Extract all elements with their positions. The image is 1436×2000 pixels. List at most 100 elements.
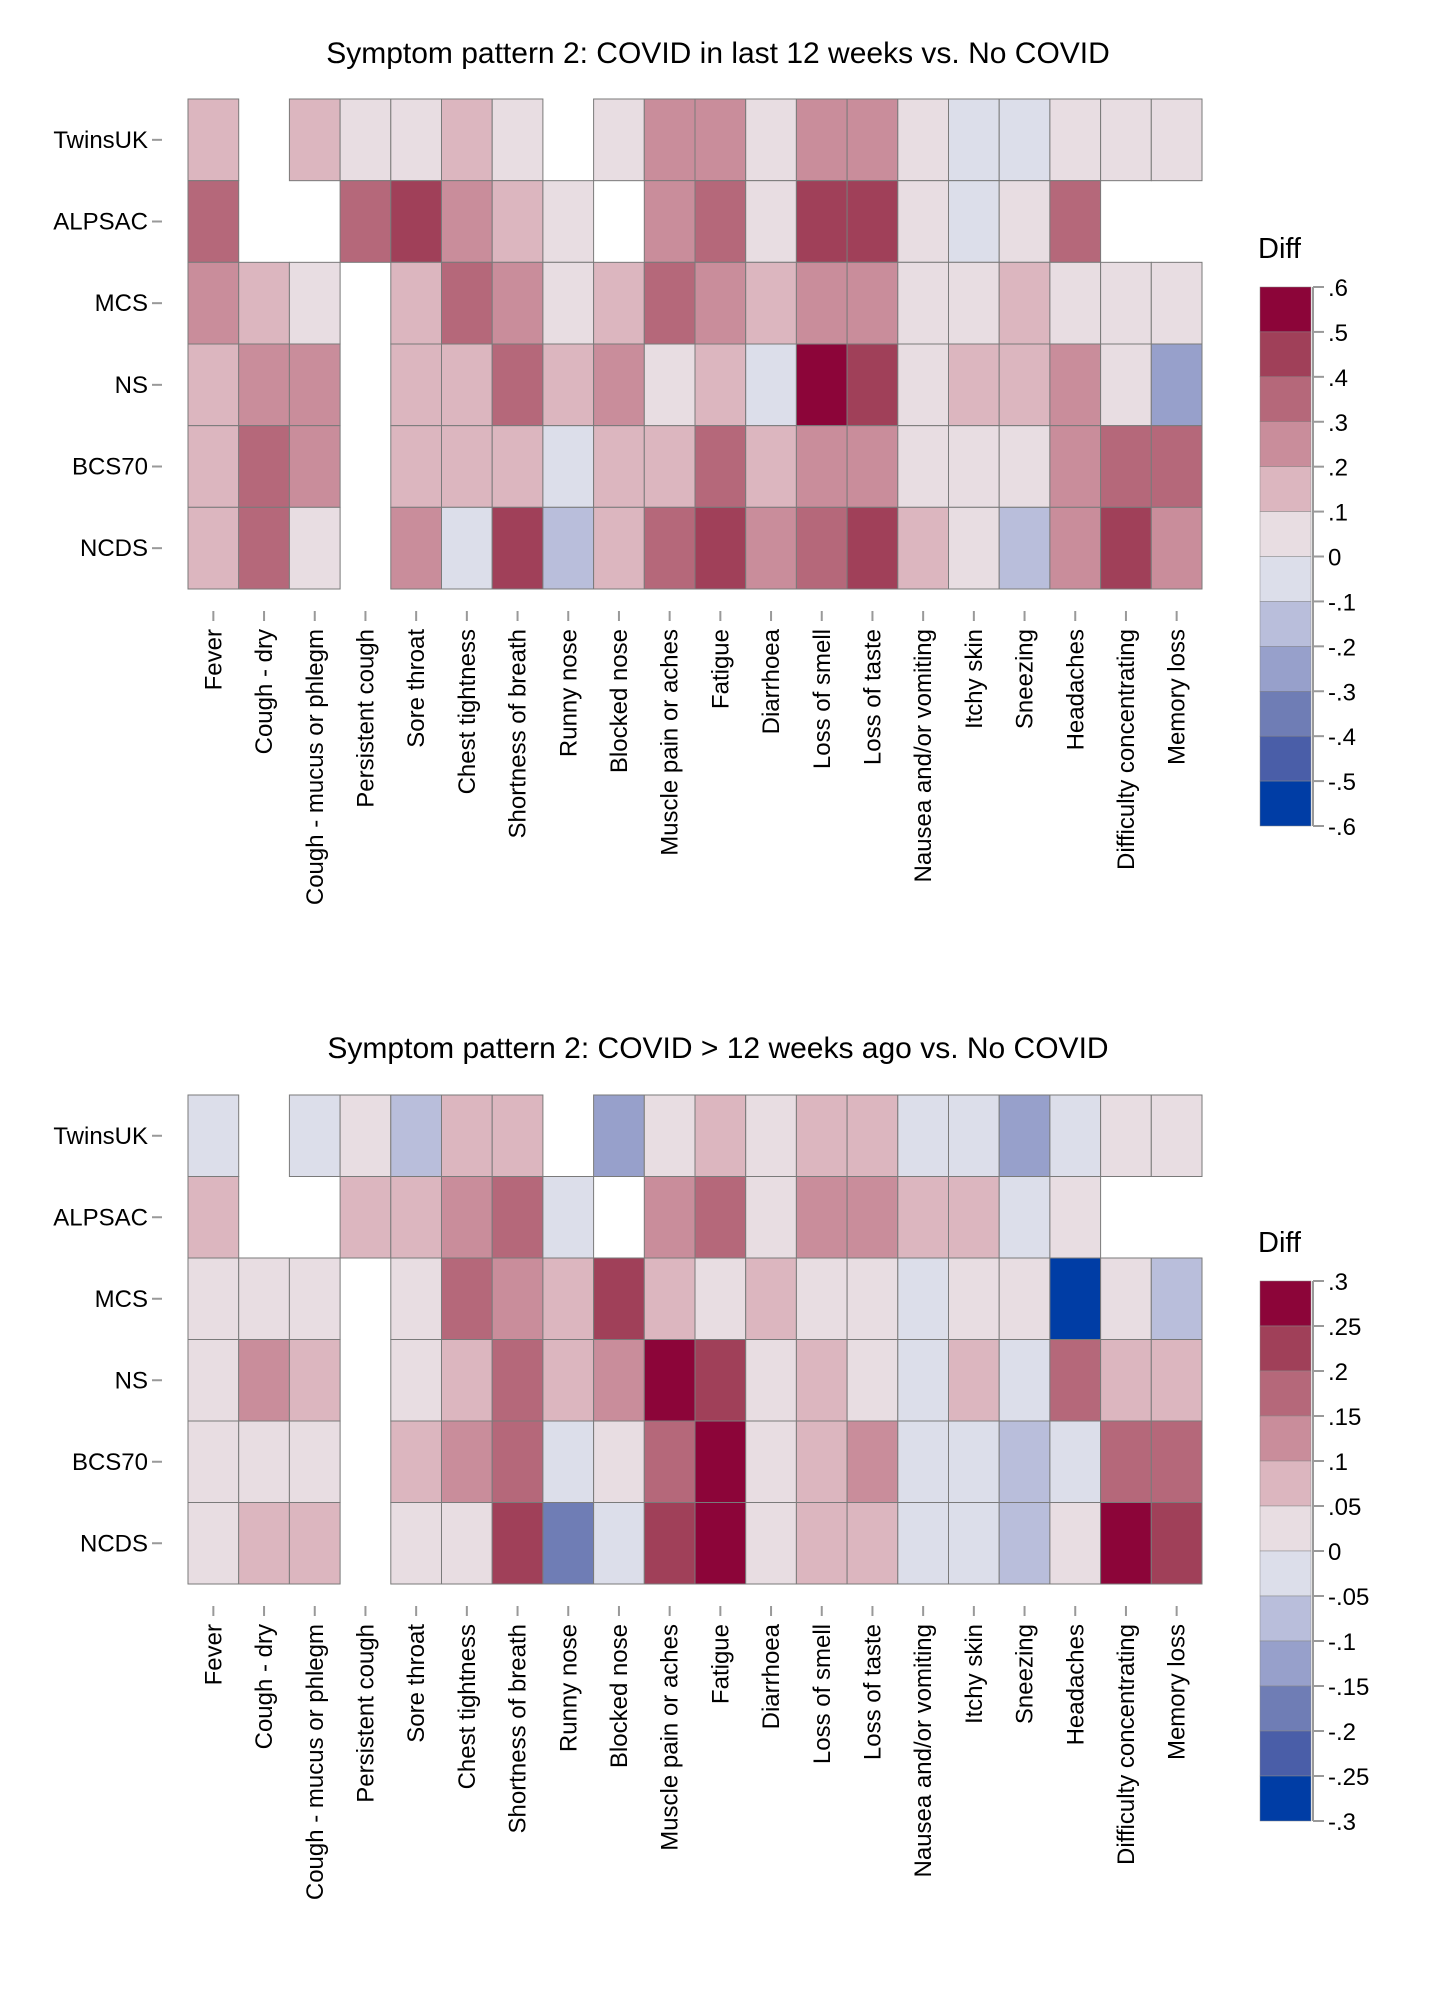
column-label: Cough - dry xyxy=(251,1624,278,1749)
heatmap-cell xyxy=(542,1420,595,1503)
heatmap-cell xyxy=(846,425,899,508)
heatmap-cell xyxy=(1049,1502,1102,1585)
legend-swatch xyxy=(1259,1550,1312,1597)
heatmap-cell xyxy=(593,98,645,182)
column-label: Chest tightness xyxy=(454,629,481,794)
heatmap-cell xyxy=(998,506,1051,590)
column-label: Memory loss xyxy=(1164,1624,1191,1760)
heatmap-cell xyxy=(1049,343,1102,427)
legend-tick-label: .05 xyxy=(1328,1494,1361,1521)
heatmap-cell xyxy=(542,180,595,263)
heatmap-cell xyxy=(745,425,797,508)
row-label: BCS70 xyxy=(72,454,148,481)
heatmap-cell xyxy=(390,506,442,590)
legend-swatch xyxy=(1259,466,1312,512)
heatmap-cell xyxy=(390,343,442,427)
legend-tick-label: -.3 xyxy=(1328,679,1356,706)
heatmap-cell xyxy=(491,506,544,590)
heatmap-cell xyxy=(187,1420,240,1503)
heatmap-cell xyxy=(441,506,493,590)
heatmap-cell xyxy=(1049,425,1102,508)
heatmap-cell xyxy=(1150,98,1203,182)
heatmap-cell xyxy=(897,1094,949,1177)
heatmap-cell xyxy=(390,1176,442,1259)
heatmap-cell xyxy=(846,1339,899,1422)
heatmap-cell xyxy=(390,1257,442,1340)
legend-tick-label: -.1 xyxy=(1328,1629,1356,1656)
heatmap-cell xyxy=(643,1339,696,1422)
legend-tick-label: 0 xyxy=(1328,1539,1341,1566)
column-label: Fever xyxy=(200,1624,227,1685)
heatmap-cell xyxy=(846,261,899,345)
column-label: Sneezing xyxy=(1012,629,1039,729)
legend-tick-label: -.3 xyxy=(1328,1809,1356,1836)
heatmap-cell xyxy=(1049,180,1102,263)
heatmap-cell xyxy=(897,180,949,263)
heatmap-cell xyxy=(948,1257,1000,1340)
heatmap-cell xyxy=(1150,1339,1203,1422)
heatmap-cell xyxy=(288,506,341,590)
heatmap-cell xyxy=(846,180,899,263)
heatmap-cell xyxy=(339,180,392,263)
heatmap-cell xyxy=(694,343,747,427)
heatmap-cell xyxy=(1100,1502,1152,1585)
heatmap-cell xyxy=(491,98,544,182)
legend-tick-label: -.2 xyxy=(1328,1719,1356,1746)
heatmap-cell xyxy=(187,343,240,427)
heatmap-panel-1: Symptom pattern 2: COVID in last 12 week… xyxy=(53,37,1356,905)
heatmap-cell xyxy=(1150,261,1203,345)
heatmap-cell xyxy=(441,1339,493,1422)
chart-title: Symptom pattern 2: COVID > 12 weeks ago … xyxy=(327,1032,1108,1065)
heatmap-cell xyxy=(795,1420,848,1503)
heatmap-cell xyxy=(288,343,341,427)
heatmap-cell xyxy=(542,1339,595,1422)
legend-swatch xyxy=(1259,1325,1312,1372)
heatmap-cell xyxy=(643,1420,696,1503)
column-label: Headaches xyxy=(1062,1624,1089,1745)
heatmap-cell xyxy=(1100,1257,1152,1340)
heatmap-cell xyxy=(491,1339,544,1422)
column-label: Difficulty concentrating xyxy=(1113,629,1140,870)
heatmap-cell xyxy=(1150,425,1203,508)
heatmap-cell xyxy=(745,1339,797,1422)
row-label: NS xyxy=(115,1367,148,1394)
heatmap-cell xyxy=(694,1094,747,1177)
heatmap-cell xyxy=(897,98,949,182)
heatmap-cell xyxy=(542,506,595,590)
column-label: Fatigue xyxy=(707,1624,734,1704)
heatmap-cell xyxy=(643,1502,696,1585)
row-label: NCDS xyxy=(80,1530,148,1557)
heatmap-cell xyxy=(643,506,696,590)
heatmap-cell xyxy=(187,1257,240,1340)
heatmap-cell xyxy=(694,1420,747,1503)
heatmap-cell xyxy=(491,1257,544,1340)
legend-swatch xyxy=(1259,1640,1312,1687)
heatmap-cell xyxy=(187,1339,240,1422)
heatmap-cell xyxy=(491,1094,544,1177)
legend-swatch xyxy=(1259,331,1312,378)
legend-swatch xyxy=(1259,1370,1312,1417)
legend: Diff .6 .5 .4 .3 .2 .1 0 -.1 -.2 -.3 -.4 -.5 -.6 xyxy=(1258,233,1356,841)
legend-tick-label: -.4 xyxy=(1328,724,1356,751)
heatmap-cell xyxy=(441,343,493,427)
legend-tick-label: -.5 xyxy=(1328,769,1356,796)
column-label: Persistent cough xyxy=(352,629,379,808)
column-label: Loss of smell xyxy=(809,629,836,769)
heatmap-cell xyxy=(187,180,240,263)
heatmap-cell xyxy=(948,1502,1000,1585)
row-label: BCS70 xyxy=(72,1449,148,1476)
legend-swatch xyxy=(1259,511,1312,557)
legend-tick-label: 0 xyxy=(1328,545,1341,572)
heatmap-cell xyxy=(441,1502,493,1585)
heatmap-cell xyxy=(643,1094,696,1177)
heatmap-cell xyxy=(643,180,696,263)
legend-swatch xyxy=(1259,1505,1312,1552)
heatmap-cell xyxy=(1100,343,1152,427)
column-label: Sneezing xyxy=(1012,1624,1039,1724)
heatmap-cell xyxy=(288,1339,341,1422)
legend-tick-label: -.2 xyxy=(1328,634,1356,661)
column-label: Sore throat xyxy=(403,629,430,748)
heatmap-cell xyxy=(948,180,1000,263)
heatmap-cell xyxy=(390,1420,442,1503)
heatmap-cell xyxy=(694,1339,747,1422)
